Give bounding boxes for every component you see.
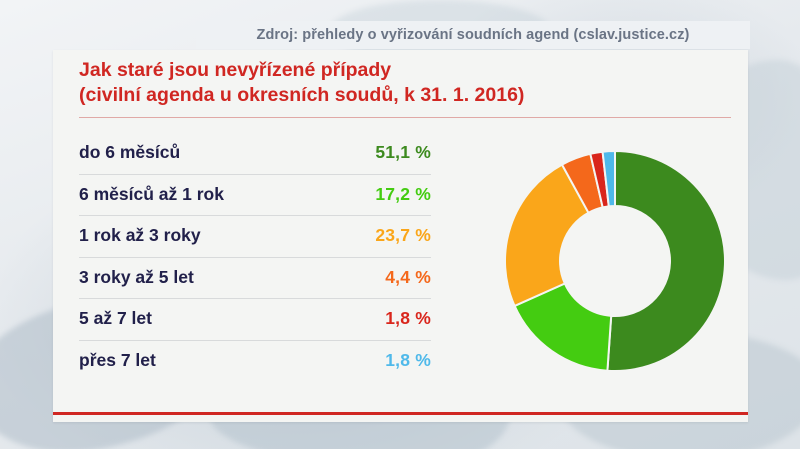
row-value: 23,7 % — [375, 225, 431, 246]
donut-slice — [606, 149, 727, 372]
donut-chart — [499, 145, 731, 377]
row-value: 1,8 % — [385, 349, 431, 370]
infographic-card: Jak staré jsou nevyřízené případy (civil… — [53, 50, 748, 422]
title-divider — [79, 117, 731, 118]
row-value: 17,2 % — [375, 183, 431, 204]
donut-chart-svg — [504, 149, 727, 372]
row-value: 51,1 % — [375, 142, 431, 163]
table-row: přes 7 let 1,8 % — [79, 339, 431, 382]
row-label: 3 roky až 5 let — [79, 266, 194, 287]
table-row: 5 až 7 let 1,8 % — [79, 298, 431, 340]
table-row: 3 roky až 5 let 4,4 % — [79, 256, 431, 299]
donut-slice — [504, 163, 590, 308]
table-row: do 6 měsíců 51,1 % — [79, 132, 431, 174]
row-label: 5 až 7 let — [79, 308, 152, 329]
table-row: 6 měsíců až 1 rok 17,2 % — [79, 173, 431, 216]
page-title: Jak staré jsou nevyřízené případy (civil… — [79, 58, 579, 108]
bottom-accent-rule — [53, 412, 748, 415]
source-text: Zdroj: přehledy o vyřizování soudních ag… — [256, 27, 690, 43]
row-label: 1 rok až 3 roky — [79, 225, 201, 246]
data-table: do 6 měsíců 51,1 % 6 měsíců až 1 rok 17,2 %… — [79, 132, 431, 381]
donut-slice — [601, 149, 616, 208]
row-value: 1,8 % — [385, 308, 431, 329]
title-line-secondary: (civilní agenda u okresních soudů, k 31.… — [79, 84, 525, 106]
source-bar: Zdroj: přehledy o vyřizování soudních ag… — [196, 21, 750, 49]
table-row: 1 rok až 3 roky 23,7 % — [79, 215, 431, 257]
row-label: 6 měsíců až 1 rok — [79, 183, 224, 204]
title-line-primary: Jak staré jsou nevyřízené případy — [79, 59, 392, 81]
row-label: přes 7 let — [79, 349, 156, 370]
row-value: 4,4 % — [385, 266, 431, 287]
row-label: do 6 měsíců — [79, 142, 181, 163]
